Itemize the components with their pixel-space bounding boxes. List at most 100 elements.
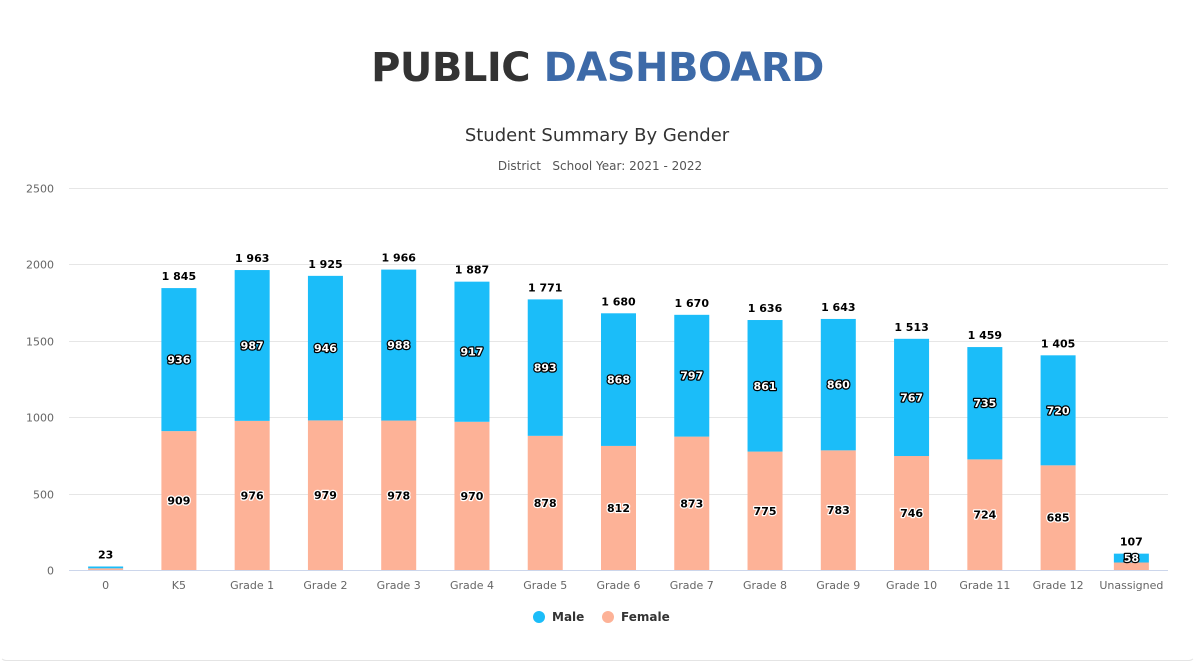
male-value-label: 988 bbox=[387, 339, 410, 352]
male-value-label: 860 bbox=[827, 379, 850, 392]
bar-female bbox=[454, 421, 490, 570]
chart-subtitle: District School Year: 2021 - 2022 bbox=[498, 159, 702, 173]
male-value-label: 767 bbox=[900, 391, 923, 404]
bar-male bbox=[601, 313, 636, 446]
bar-female bbox=[674, 436, 710, 570]
x-tick-label: Grade 6 bbox=[596, 579, 640, 592]
x-tick-label: Grade 2 bbox=[303, 579, 347, 592]
bar-male bbox=[381, 269, 417, 421]
total-label: 1 966 bbox=[381, 252, 416, 265]
bar-male bbox=[161, 288, 197, 432]
x-tick-label: Grade 10 bbox=[886, 579, 937, 592]
bar-male bbox=[527, 299, 563, 436]
y-tick-label: 500 bbox=[33, 489, 54, 502]
total-label: 1 405 bbox=[1041, 337, 1075, 350]
male-value-label: 735 bbox=[973, 397, 996, 410]
male-value-label: 868 bbox=[607, 374, 630, 387]
male-value-label: 893 bbox=[534, 362, 557, 375]
y-tick-label: 1500 bbox=[26, 336, 54, 349]
total-label: 1 670 bbox=[675, 297, 710, 310]
bar-female bbox=[527, 435, 563, 570]
legend-item-male[interactable]: Male bbox=[533, 610, 584, 624]
bar-female bbox=[747, 451, 783, 570]
x-tick-label: Grade 9 bbox=[816, 579, 860, 592]
male-value-label: 58 bbox=[1124, 552, 1139, 565]
bar-female bbox=[307, 420, 343, 570]
total-label: 1 771 bbox=[528, 281, 562, 294]
female-value-label: 746 bbox=[900, 507, 923, 520]
bar-female bbox=[1113, 562, 1149, 570]
bar-male bbox=[820, 318, 856, 451]
x-tick-label: Grade 5 bbox=[523, 579, 567, 592]
bar-female bbox=[820, 450, 856, 570]
bar-male bbox=[307, 275, 343, 421]
chart-title: Student Summary By Gender bbox=[465, 125, 730, 146]
x-tick-label: K5 bbox=[172, 579, 186, 592]
bar-male bbox=[454, 281, 490, 422]
legend-female-marker bbox=[602, 611, 614, 623]
female-value-label: 873 bbox=[680, 497, 703, 510]
bars bbox=[88, 269, 1149, 570]
total-label: 1 459 bbox=[968, 329, 1002, 342]
legend[interactable]: Male Female bbox=[533, 610, 670, 624]
y-tick-label: 2000 bbox=[26, 259, 54, 272]
y-tick-label: 0 bbox=[47, 565, 54, 578]
male-value-label: 987 bbox=[241, 339, 264, 352]
bar-male bbox=[234, 270, 270, 421]
bar-female bbox=[381, 420, 417, 570]
male-value-label: 946 bbox=[314, 342, 337, 355]
bar-male bbox=[894, 338, 930, 457]
female-value-label: 685 bbox=[1047, 512, 1070, 525]
legend-male-marker bbox=[533, 611, 545, 623]
x-tick-label: Grade 7 bbox=[670, 579, 714, 592]
total-label: 1 636 bbox=[748, 302, 783, 315]
total-label: 1 845 bbox=[162, 270, 196, 283]
female-value-label: 979 bbox=[314, 489, 337, 502]
female-value-label: 812 bbox=[607, 502, 630, 515]
female-value-label: 970 bbox=[460, 490, 483, 503]
male-value-label: 936 bbox=[167, 354, 190, 367]
bar-male bbox=[967, 347, 1003, 460]
female-value-label: 775 bbox=[754, 505, 777, 518]
bar-male bbox=[1040, 355, 1076, 466]
x-tick-label: 0 bbox=[102, 579, 109, 592]
male-value-label: 720 bbox=[1047, 404, 1070, 417]
x-tick-label: Grade 3 bbox=[377, 579, 421, 592]
data-labels: 23 1 845 936 909 1 963 987 976 1 925 946 979 1 966… bbox=[98, 252, 1143, 567]
legend-female-label: Female bbox=[621, 610, 670, 624]
female-value-label: 878 bbox=[534, 497, 557, 510]
x-tick-label: Grade 4 bbox=[450, 579, 494, 592]
male-value-label: 861 bbox=[754, 380, 777, 393]
female-value-label: 909 bbox=[167, 495, 190, 508]
total-label: 23 bbox=[98, 548, 113, 561]
total-label: 1 925 bbox=[308, 258, 342, 271]
y-tick-label: 1000 bbox=[26, 412, 54, 425]
bar-female bbox=[234, 420, 270, 570]
bar-male bbox=[674, 314, 710, 437]
bar-female bbox=[601, 445, 636, 570]
x-tick-label: Grade 8 bbox=[743, 579, 787, 592]
total-label: 1 513 bbox=[894, 321, 928, 334]
legend-item-female[interactable]: Female bbox=[602, 610, 670, 624]
female-value-label: 978 bbox=[387, 489, 410, 502]
male-value-label: 917 bbox=[460, 346, 483, 359]
x-tick-label: Unassigned bbox=[1099, 579, 1163, 592]
bar-female bbox=[967, 459, 1003, 570]
x-tick-label: Grade 11 bbox=[959, 579, 1010, 592]
bar-female bbox=[894, 456, 930, 570]
bar-female bbox=[1040, 465, 1076, 570]
total-label: 1 643 bbox=[821, 301, 855, 314]
total-label: 1 963 bbox=[235, 252, 269, 265]
total-label: 107 bbox=[1120, 536, 1143, 549]
bar-male bbox=[88, 566, 124, 569]
x-tick-label: Grade 1 bbox=[230, 579, 274, 592]
bar-female bbox=[88, 568, 124, 570]
bar-female bbox=[161, 431, 197, 570]
female-value-label: 976 bbox=[241, 489, 264, 502]
page-title-dashboard: DASHBOARD bbox=[543, 45, 825, 91]
x-tick-label: Grade 12 bbox=[1033, 579, 1084, 592]
y-axis: 0 500 1000 1500 2000 2500 bbox=[26, 183, 54, 578]
male-value-label: 797 bbox=[680, 370, 703, 383]
female-value-label: 724 bbox=[973, 509, 996, 522]
